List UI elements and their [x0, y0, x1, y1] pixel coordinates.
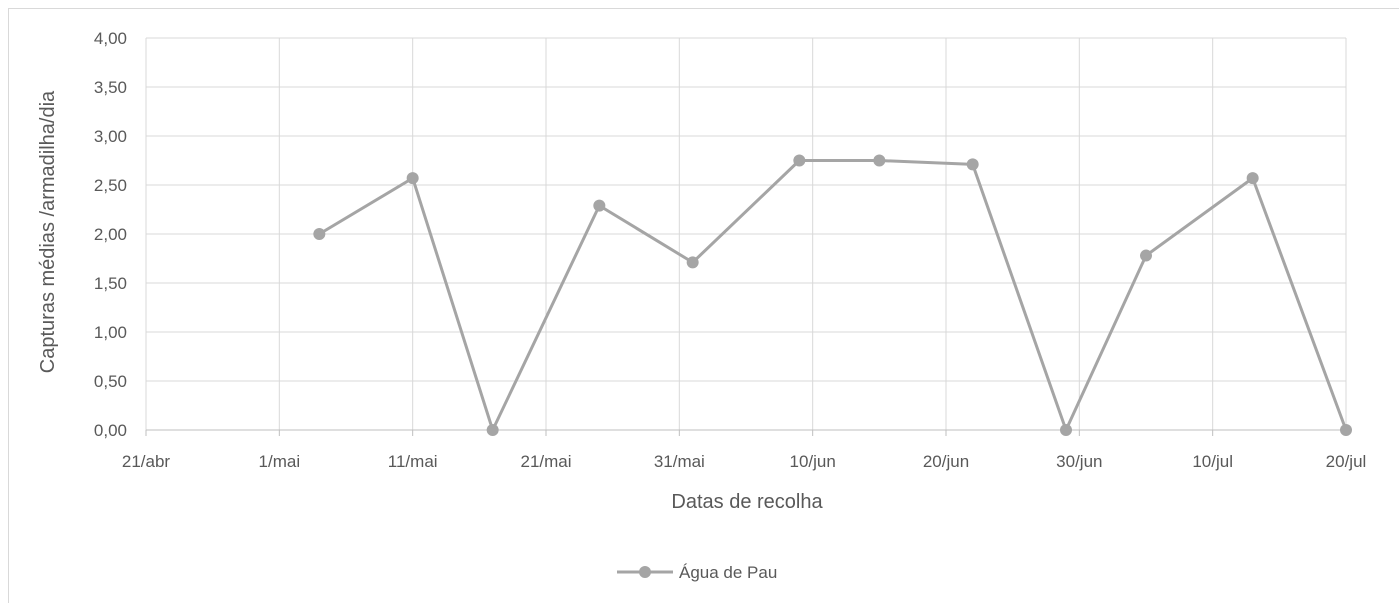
data-point: [1140, 249, 1152, 262]
data-point: [313, 228, 326, 240]
legend-marker: [639, 566, 651, 578]
y-tick-label: 1,50: [94, 274, 127, 293]
y-tick-label: 3,00: [94, 127, 127, 146]
data-point: [486, 424, 499, 436]
y-tick-label: 3,50: [94, 78, 127, 97]
y-tick-label: 4,00: [94, 29, 127, 48]
legend: Água de Pau: [617, 563, 777, 582]
data-point: [1340, 424, 1352, 436]
data-point: [686, 256, 699, 269]
y-axis-title: Capturas médias /armadilha/dia: [37, 90, 59, 373]
series-line: [318, 159, 1348, 432]
data-point: [873, 154, 886, 167]
data-point: [406, 172, 419, 185]
x-tick-label: 31/mai: [654, 452, 705, 471]
x-tick-label: 20/jun: [923, 452, 969, 471]
y-tick-label: 2,50: [94, 176, 127, 195]
x-tick-label: 30/jun: [1056, 452, 1102, 471]
x-axis-title: Datas de recolha: [671, 491, 823, 513]
tick-labels: 0,00 0,50 1,00 1,50 2,00 2,50 3,00 3,50 4,00 21/a…: [94, 29, 1366, 471]
series-layer: [313, 154, 1352, 436]
x-tick-label: 10/jul: [1192, 452, 1233, 471]
chart-frame: [8, 8, 1399, 603]
x-tick-label: 21/mai: [520, 452, 571, 471]
data-point: [1060, 424, 1072, 436]
data-point: [1246, 172, 1259, 185]
data-point: [793, 154, 806, 167]
legend-label: Água de Pau: [679, 563, 777, 582]
x-tick-label: 21/abr: [122, 452, 171, 471]
x-tick-label: 1/mai: [259, 452, 301, 471]
x-tick-label: 10/jun: [790, 452, 836, 471]
x-tick-label: 11/mai: [388, 452, 438, 471]
axes: [145, 429, 1347, 436]
y-tick-label: 2,00: [94, 225, 127, 244]
y-tick-label: 0,00: [94, 421, 127, 440]
data-point: [593, 199, 606, 212]
y-tick-label: 1,00: [94, 323, 127, 342]
x-tick-label: 20/jul: [1326, 452, 1367, 471]
data-point: [966, 158, 979, 171]
y-tick-label: 0,50: [94, 372, 127, 391]
grid-lines: [145, 37, 1347, 431]
